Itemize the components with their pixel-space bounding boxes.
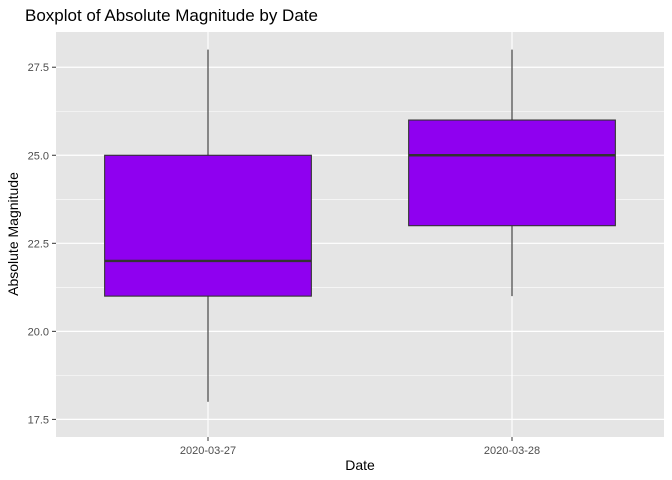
y-tick-label: 17.5	[28, 414, 49, 426]
y-tick-label: 20.0	[28, 326, 49, 338]
x-tick-label: 2020-03-28	[484, 445, 540, 457]
chart-title: Boxplot of Absolute Magnitude by Date	[25, 6, 318, 25]
y-axis-title: Absolute Magnitude	[5, 172, 21, 296]
x-tick-label: 2020-03-27	[180, 445, 236, 457]
iqr-box	[408, 119, 616, 227]
y-tick-label: 25.0	[28, 150, 49, 162]
y-tick-label: 22.5	[28, 238, 49, 250]
y-axis-ticks: 17.5 20.0 22.5 25.0 27.5	[28, 62, 56, 426]
box-2020-03-27	[104, 49, 312, 402]
y-tick-label: 27.5	[28, 62, 49, 74]
iqr-box	[104, 154, 312, 297]
x-axis-ticks: 2020-03-27 2020-03-28	[180, 437, 540, 457]
x-axis-title: Date	[345, 457, 375, 473]
box-group	[104, 49, 616, 402]
box-2020-03-28	[408, 49, 616, 297]
